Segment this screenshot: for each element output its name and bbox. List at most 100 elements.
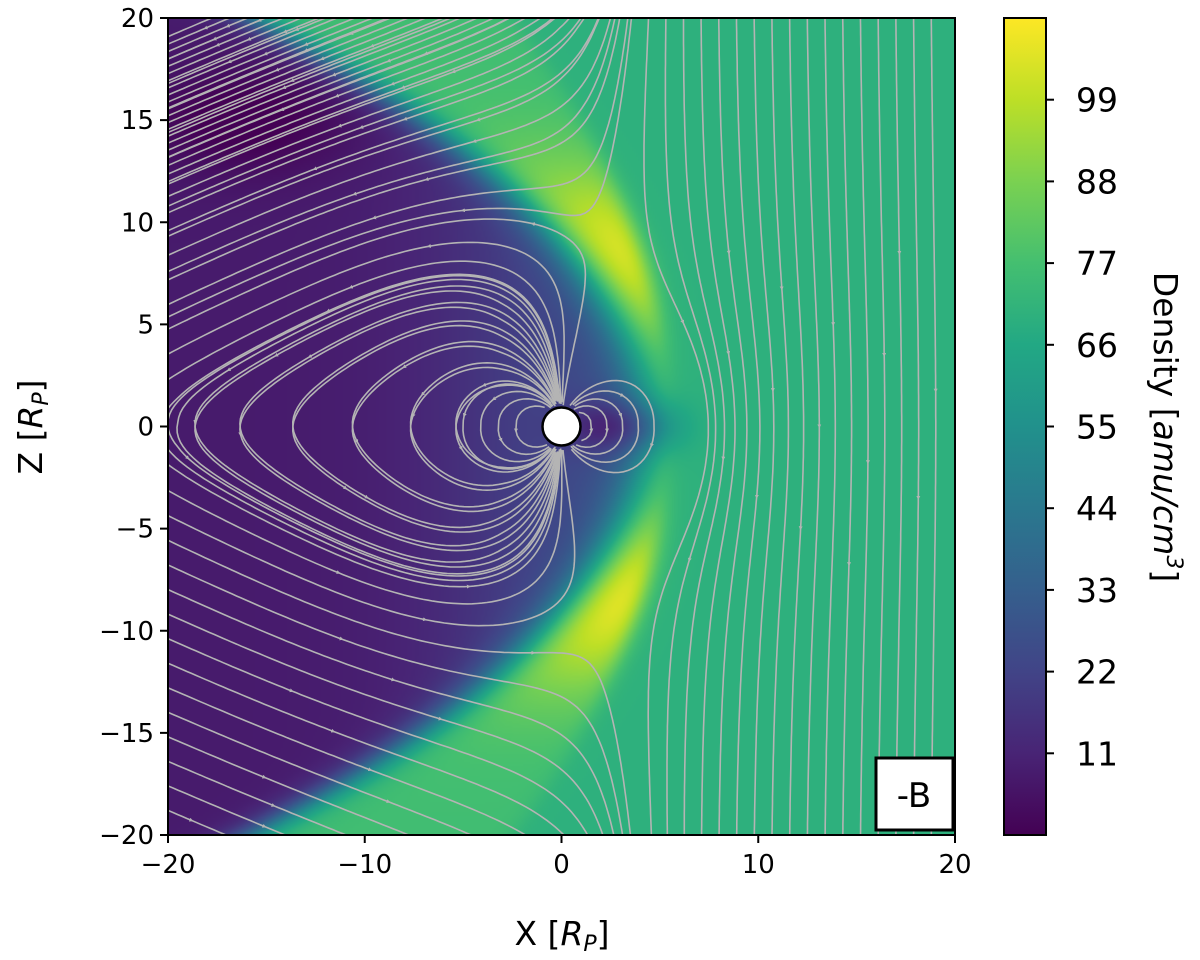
- streamline: [239, 301, 559, 547]
- streamline: [572, 398, 624, 455]
- streamline: [168, 18, 511, 158]
- streamline: [895, 18, 903, 835]
- streamline: [168, 18, 557, 185]
- y-tick-label: 20: [121, 4, 154, 34]
- streamline: [168, 274, 561, 577]
- streamline: [479, 390, 553, 463]
- streamline: [877, 18, 886, 835]
- streamline: [569, 379, 655, 474]
- streamline: [168, 241, 565, 403]
- streamline: [515, 405, 548, 448]
- colorbar: 11 22 33 44 55 66 77 88 99 Density [amu/cm3]: [1003, 17, 1186, 836]
- streamline: [168, 711, 474, 835]
- streamline: [409, 366, 556, 492]
- streamline: [859, 18, 869, 835]
- streamline: [930, 18, 937, 835]
- colorbar-tick-label: 55: [1076, 408, 1118, 447]
- streamline: [168, 18, 340, 89]
- colorbar-tick-label: 44: [1076, 489, 1118, 528]
- streamline-arrow: [224, 11, 229, 13]
- streamline: [168, 18, 428, 124]
- colorbar-ticks: 11 22 33 44 55 66 77 88 99: [1046, 81, 1118, 773]
- streamline: [168, 613, 604, 835]
- streamline: [573, 405, 608, 449]
- streamline: [168, 637, 589, 835]
- streamline: [168, 588, 615, 835]
- streamline: [168, 18, 322, 82]
- streamline: [168, 18, 542, 175]
- streamline: [168, 18, 555, 183]
- x-tick-label: 20: [938, 850, 971, 880]
- streamline: [455, 384, 552, 473]
- colorbar-tick-label: 22: [1076, 653, 1118, 692]
- y-tick-label: −5: [116, 515, 154, 545]
- streamline: [168, 218, 587, 406]
- streamline: [771, 18, 790, 835]
- streamline: [168, 785, 288, 835]
- streamline: [168, 18, 286, 68]
- streamline: [168, 449, 563, 605]
- streamline: [735, 18, 761, 835]
- streamline: [168, 564, 624, 835]
- streamline: [168, 260, 562, 405]
- streamline: [194, 290, 561, 568]
- streamline: [664, 18, 717, 835]
- streamline: [168, 18, 453, 134]
- streamline: [168, 686, 528, 835]
- streamline: [239, 306, 559, 552]
- streamline: [717, 18, 748, 835]
- streamline: [168, 18, 358, 96]
- streamline: [168, 18, 463, 138]
- colorbar-tick-label: 11: [1076, 734, 1118, 773]
- streamline: [700, 18, 736, 835]
- x-tick-label: −10: [337, 850, 392, 880]
- streamline: [351, 345, 557, 513]
- streamline: [497, 397, 552, 456]
- x-axis-ticks: −20 −10 0 10 20: [141, 835, 972, 880]
- streamline: [168, 448, 562, 588]
- streamline: [168, 18, 268, 60]
- streamline: [291, 320, 558, 529]
- colorbar-label: Density [amu/cm3]: [1146, 272, 1186, 582]
- y-tick-label: 5: [137, 310, 154, 340]
- colorbar-tick-label: 66: [1076, 326, 1118, 365]
- colorbar-tick-label: 99: [1076, 81, 1118, 120]
- streamline: [291, 324, 558, 533]
- streamline: [168, 809, 229, 835]
- colorbar-gradient: [1003, 17, 1047, 836]
- planet-marker: [541, 406, 582, 447]
- streamline: [168, 18, 571, 198]
- streamline: [578, 411, 593, 442]
- streamline: [168, 662, 565, 835]
- streamline: [168, 18, 250, 53]
- streamline: [753, 18, 775, 835]
- streamline: [176, 278, 561, 575]
- streamline: [168, 18, 616, 273]
- y-tick-label: −20: [99, 821, 154, 851]
- y-tick-label: −10: [99, 617, 154, 647]
- y-tick-label: 10: [121, 208, 154, 238]
- streamline: [570, 390, 640, 464]
- streamline: [168, 735, 412, 835]
- streamline: [788, 18, 805, 835]
- streamline: [841, 18, 853, 835]
- y-tick-label: 0: [137, 413, 154, 443]
- streamline: [462, 383, 554, 470]
- streamline: [168, 18, 612, 257]
- colorbar-tick-label: 88: [1076, 162, 1118, 201]
- panel-label-box: -B: [874, 756, 955, 832]
- x-axis-label: X [RP]: [514, 914, 609, 957]
- streamline: [168, 18, 600, 232]
- streamline: [168, 18, 375, 103]
- y-tick-label: 15: [121, 106, 154, 136]
- y-axis-label: Z [RP]: [11, 379, 54, 474]
- y-axis-ticks: −20 −15 −10 −5 0 5 10 15 20: [99, 4, 168, 851]
- streamline: [168, 273, 561, 582]
- colorbar-tick-label: 77: [1076, 244, 1118, 283]
- streamline: [912, 18, 920, 835]
- streamline: [194, 285, 561, 563]
- streamline: [824, 18, 837, 835]
- y-tick-label: −15: [99, 719, 154, 749]
- streamline: [168, 18, 446, 131]
